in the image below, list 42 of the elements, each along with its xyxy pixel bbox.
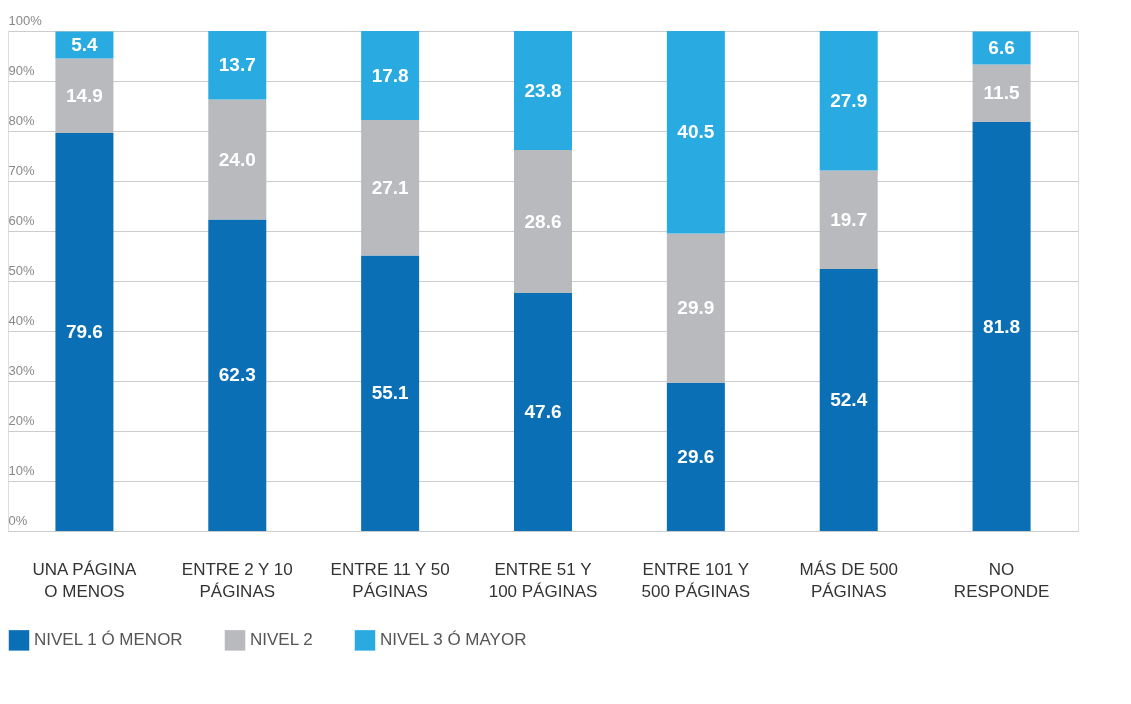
data-label: 55.1	[371, 382, 410, 404]
data-label: 81.8	[983, 315, 1021, 337]
x-tick-label: ENTRE 11 Y 50 PÁGINAS	[330, 559, 450, 601]
y-tick-label: 20%	[8, 412, 35, 428]
legend-label: NIVEL 3 Ó MAYOR	[380, 630, 527, 650]
x-tick-label: NO RESPONDE	[953, 559, 1050, 601]
data-label: 27.1	[371, 176, 410, 198]
data-label: 29.6	[677, 446, 715, 467]
x-tick-label: UNA PÁGINA O MENOS	[32, 559, 138, 601]
data-label: 79.6	[65, 321, 103, 342]
legend-label: NIVEL 2	[250, 630, 313, 650]
data-label: 29.9	[677, 297, 715, 319]
data-label: 13.7	[218, 54, 256, 76]
y-tick-label: 30%	[8, 362, 35, 378]
data-label: 19.7	[830, 208, 868, 230]
x-tick-label: ENTRE 51 Y 100 PÁGINAS	[488, 559, 598, 601]
y-tick-label: 100%	[8, 12, 43, 28]
data-label: 23.8	[524, 79, 562, 101]
data-label: 6.6	[988, 37, 1015, 58]
data-label: 62.3	[218, 364, 256, 386]
data-label: 17.8	[371, 64, 409, 86]
data-label: 11.5	[983, 82, 1020, 104]
data-label: 52.4	[830, 389, 868, 410]
y-tick-label: 60%	[8, 212, 35, 228]
y-tick-label: 40%	[8, 312, 35, 328]
data-label: 47.6	[524, 401, 562, 422]
x-tick-label: ENTRE 101 Y 500 PÁGINAS	[641, 559, 751, 601]
x-tick-label: ENTRE 2 Y 10 PÁGINAS	[181, 559, 293, 601]
y-tick-label: 50%	[8, 262, 35, 278]
data-label: 27.9	[830, 89, 868, 111]
y-tick-label: 10%	[8, 462, 35, 478]
data-label: 24.0	[218, 148, 256, 170]
y-tick-label: 70%	[8, 162, 35, 178]
legend-label: NIVEL 1 Ó MENOR	[34, 630, 183, 650]
y-tick-label: 90%	[8, 62, 35, 78]
data-label: 14.9	[65, 84, 103, 106]
data-label: 5.4	[71, 34, 99, 55]
x-tick-label: MÁS DE 500 PÁGINAS	[799, 559, 898, 601]
data-label: 40.5	[677, 121, 715, 143]
data-label: 28.6	[524, 210, 562, 232]
y-tick-label: 80%	[8, 112, 35, 128]
y-tick-label: 0%	[8, 512, 28, 528]
